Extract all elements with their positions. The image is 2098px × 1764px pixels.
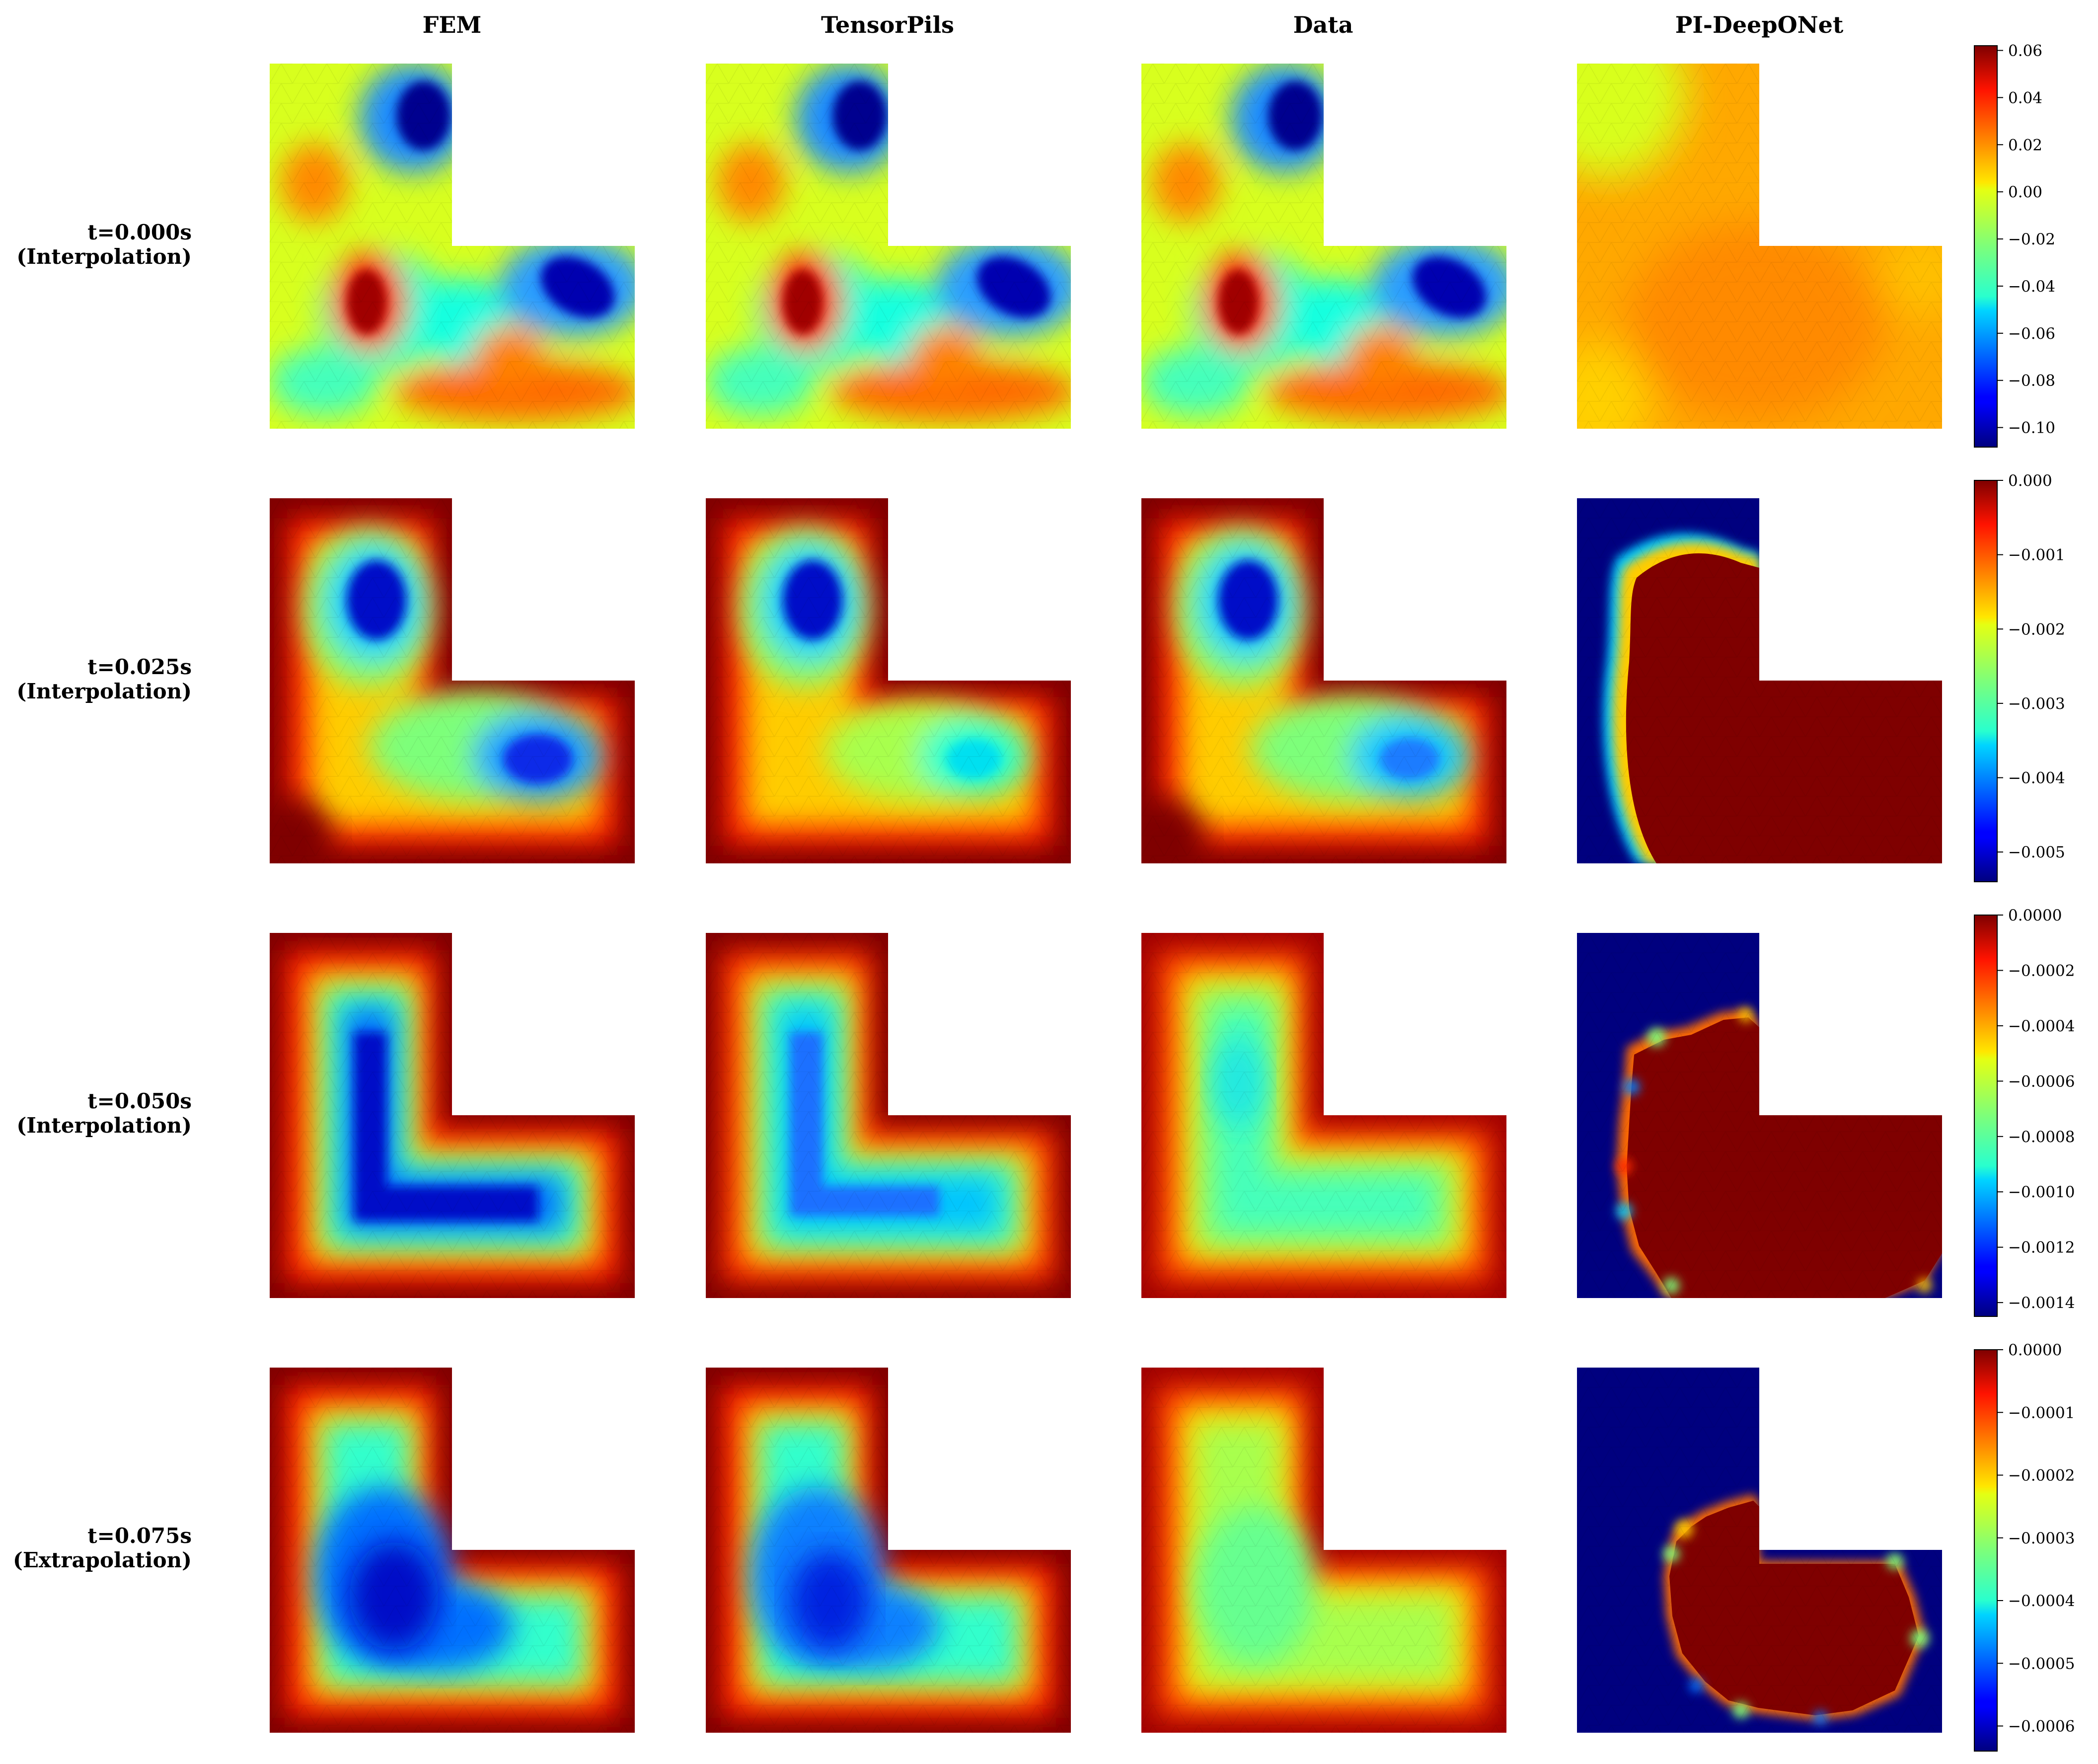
row-mode-label: (Interpolation) — [16, 1113, 192, 1138]
colorbar-tick-label: 0.000 — [2008, 472, 2052, 490]
field-plot-pi-deeponet-row4 — [1577, 1368, 1942, 1733]
field-plot-fem-row1 — [270, 64, 635, 429]
column-title-data: Data — [1293, 11, 1353, 38]
field-plot-pi-deeponet-row3 — [1577, 933, 1942, 1298]
colorbar-tick-label: −0.08 — [2008, 372, 2055, 390]
colorbar-tick-label: −0.0004 — [2008, 1592, 2075, 1610]
field-plot-data-row4 — [1141, 1368, 1506, 1733]
colorbar-tick-label: −0.10 — [2008, 419, 2055, 437]
colorbar-tick-label: −0.0012 — [2008, 1239, 2075, 1257]
field-plot-data-row3 — [1141, 933, 1506, 1298]
colorbar-tick-label: 0.00 — [2008, 183, 2042, 201]
colorbar-row2: 0.000 −0.001 −0.002 −0.003 −0.004 −0.005 — [1974, 472, 2065, 882]
colorbar-tick-label: −0.0006 — [2008, 1073, 2075, 1090]
colorbar-tick-label: −0.0014 — [2008, 1294, 2075, 1312]
colorbar-tick-label: −0.06 — [2008, 325, 2055, 343]
row-time-label: t=0.025s — [87, 655, 192, 679]
colorbar-row4: 0.0000 −0.0001 −0.0002 −0.0003 −0.0004 −0.000… — [1974, 1341, 2075, 1752]
colorbar-tick-label: −0.0008 — [2008, 1128, 2075, 1146]
field-plot-tensorpils-row2 — [706, 498, 1071, 863]
colorbar-tick-label: 0.02 — [2008, 136, 2042, 154]
field-plot-fem-row2 — [270, 498, 635, 863]
field-plot-tensorpils-row3 — [706, 933, 1071, 1298]
colorbar-tick-label: −0.005 — [2008, 844, 2065, 861]
colorbar-tick-label: −0.004 — [2008, 769, 2065, 787]
row-mode-label: (Interpolation) — [16, 244, 192, 269]
colorbar-tick-label: −0.002 — [2008, 620, 2065, 638]
colorbar-tick-label: 0.0000 — [2008, 907, 2062, 924]
row-mode-label: (Extrapolation) — [13, 1548, 192, 1572]
colorbar-tick-label: 0.04 — [2008, 89, 2042, 107]
row-mode-label: (Interpolation) — [16, 679, 192, 703]
column-title-tensorpils: TensorPils — [821, 11, 954, 38]
column-title-fem: FEM — [423, 11, 482, 38]
colorbar-tick-label: −0.0005 — [2008, 1655, 2075, 1673]
colorbar-row3: 0.0000 −0.0002 −0.0004 −0.0006 −0.0008 −0.001… — [1974, 907, 2075, 1317]
colorbar-tick-label: −0.0001 — [2008, 1404, 2075, 1422]
colorbar-gradient — [1974, 915, 1998, 1317]
colorbar-tick-label: −0.0010 — [2008, 1183, 2075, 1201]
colorbar-tick-label: −0.0003 — [2008, 1530, 2075, 1547]
column-title-pi-deeponet: PI-DeepONet — [1675, 11, 1844, 38]
field-plot-pi-deeponet-row2 — [1577, 498, 1942, 863]
field-plot-tensorpils-row4 — [706, 1368, 1071, 1733]
row-time-label: t=0.050s — [87, 1089, 192, 1113]
colorbar-tick-label: −0.02 — [2008, 230, 2055, 248]
colorbar-tick-label: −0.0004 — [2008, 1017, 2075, 1035]
colorbar-gradient — [1974, 480, 1998, 882]
colorbar-tick-label: −0.04 — [2008, 278, 2055, 296]
field-plot-data-row2 — [1141, 498, 1506, 863]
colorbar-gradient — [1974, 45, 1998, 448]
colorbar-tick-label: 0.06 — [2008, 42, 2042, 60]
colorbar-tick-label: −0.001 — [2008, 546, 2065, 564]
field-plot-fem-row4 — [270, 1368, 635, 1733]
row-time-label: t=0.000s — [87, 220, 192, 244]
field-plot-tensorpils-row1 — [706, 64, 1071, 429]
colorbar-tick-label: 0.0000 — [2008, 1341, 2062, 1359]
colorbar-tick-label: −0.0002 — [2008, 1467, 2075, 1485]
colorbar-row1: 0.06 0.04 0.02 0.00 −0.02 −0.04 −0.06 −0.08 −0.1… — [1974, 42, 2055, 448]
colorbar-tick-label: −0.0006 — [2008, 1718, 2075, 1736]
field-plot-fem-row3 — [270, 933, 635, 1298]
field-plot-data-row1 — [1141, 64, 1506, 429]
colorbar-tick-label: −0.0002 — [2008, 962, 2075, 980]
colorbar-gradient — [1974, 1349, 1998, 1752]
field-plot-pi-deeponet-row1 — [1577, 64, 1942, 429]
row-time-label: t=0.075s — [87, 1524, 192, 1548]
colorbar-tick-label: −0.003 — [2008, 695, 2065, 713]
